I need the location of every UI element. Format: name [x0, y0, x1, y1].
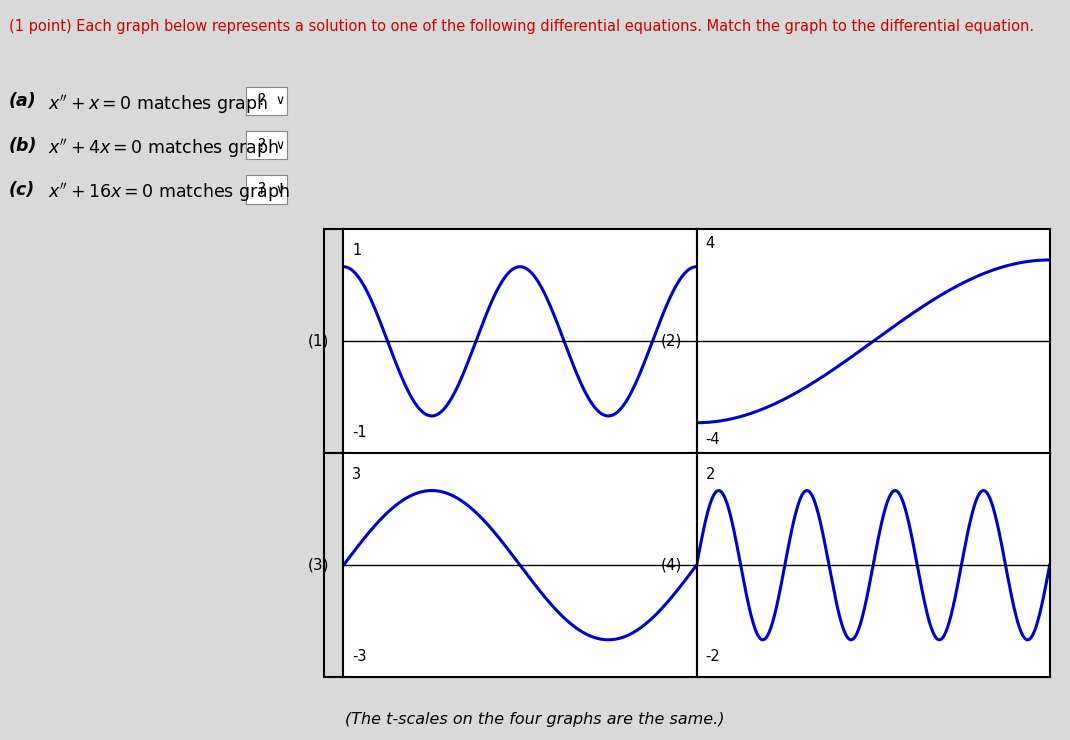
Text: $x^{\prime\prime} + 16x = 0$ matches graph: $x^{\prime\prime} + 16x = 0$ matches gra… — [48, 181, 290, 204]
Text: ∨: ∨ — [275, 183, 285, 196]
Text: -2: -2 — [705, 649, 720, 664]
Text: 4: 4 — [705, 236, 715, 251]
Text: $x^{\prime\prime} + 4x = 0$ matches graph: $x^{\prime\prime} + 4x = 0$ matches grap… — [48, 137, 279, 160]
Text: (3): (3) — [308, 558, 330, 573]
Text: ?: ? — [258, 182, 266, 197]
Text: (1): (1) — [308, 334, 330, 349]
Text: ∨: ∨ — [275, 94, 285, 107]
Text: (1 point) Each graph below represents a solution to one of the following differe: (1 point) Each graph below represents a … — [9, 18, 1034, 33]
Text: (2): (2) — [661, 334, 683, 349]
Text: $x^{\prime\prime} + x = 0$ matches graph: $x^{\prime\prime} + x = 0$ matches graph — [48, 92, 268, 115]
Text: (The t-scales on the four graphs are the same.): (The t-scales on the four graphs are the… — [346, 712, 724, 727]
Text: (4): (4) — [661, 558, 683, 573]
Text: (a): (a) — [9, 92, 36, 110]
Text: -1: -1 — [352, 425, 367, 440]
Text: ?: ? — [258, 93, 266, 108]
Text: (b): (b) — [9, 137, 37, 155]
Text: ?: ? — [258, 138, 266, 152]
Text: 1: 1 — [352, 243, 362, 258]
Text: -4: -4 — [705, 431, 720, 447]
Text: (c): (c) — [9, 181, 35, 199]
Text: ∨: ∨ — [275, 138, 285, 152]
Text: -3: -3 — [352, 649, 367, 664]
Text: 2: 2 — [705, 467, 715, 482]
Text: 3: 3 — [352, 467, 362, 482]
